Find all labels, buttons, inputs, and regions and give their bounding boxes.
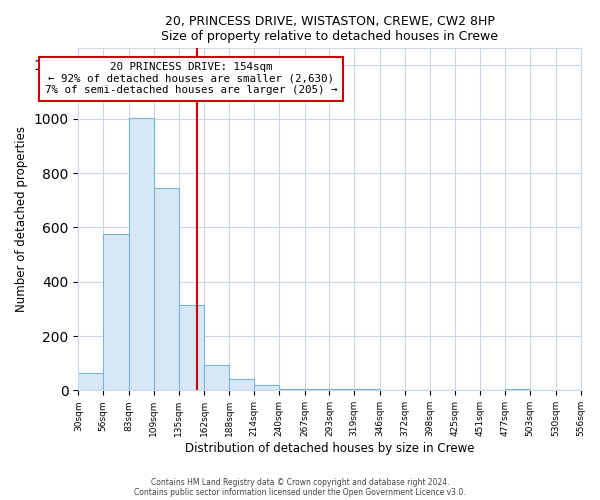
Bar bbox=[179, 305, 205, 390]
Bar bbox=[79, 372, 103, 390]
Bar bbox=[205, 364, 229, 390]
Y-axis label: Number of detached properties: Number of detached properties bbox=[15, 126, 28, 312]
Title: 20, PRINCESS DRIVE, WISTASTON, CREWE, CW2 8HP
Size of property relative to detac: 20, PRINCESS DRIVE, WISTASTON, CREWE, CW… bbox=[161, 15, 498, 43]
Text: 20 PRINCESS DRIVE: 154sqm
← 92% of detached houses are smaller (2,630)
7% of sem: 20 PRINCESS DRIVE: 154sqm ← 92% of detac… bbox=[45, 62, 337, 96]
Bar bbox=[329, 389, 354, 390]
Bar bbox=[505, 389, 530, 390]
Bar bbox=[305, 389, 329, 390]
Bar bbox=[279, 389, 305, 390]
Bar bbox=[129, 118, 154, 390]
Bar bbox=[229, 380, 254, 390]
Bar bbox=[354, 389, 380, 390]
Bar bbox=[103, 234, 129, 390]
X-axis label: Distribution of detached houses by size in Crewe: Distribution of detached houses by size … bbox=[185, 442, 474, 455]
Bar bbox=[254, 385, 279, 390]
Bar bbox=[154, 188, 179, 390]
Text: Contains HM Land Registry data © Crown copyright and database right 2024.
Contai: Contains HM Land Registry data © Crown c… bbox=[134, 478, 466, 497]
